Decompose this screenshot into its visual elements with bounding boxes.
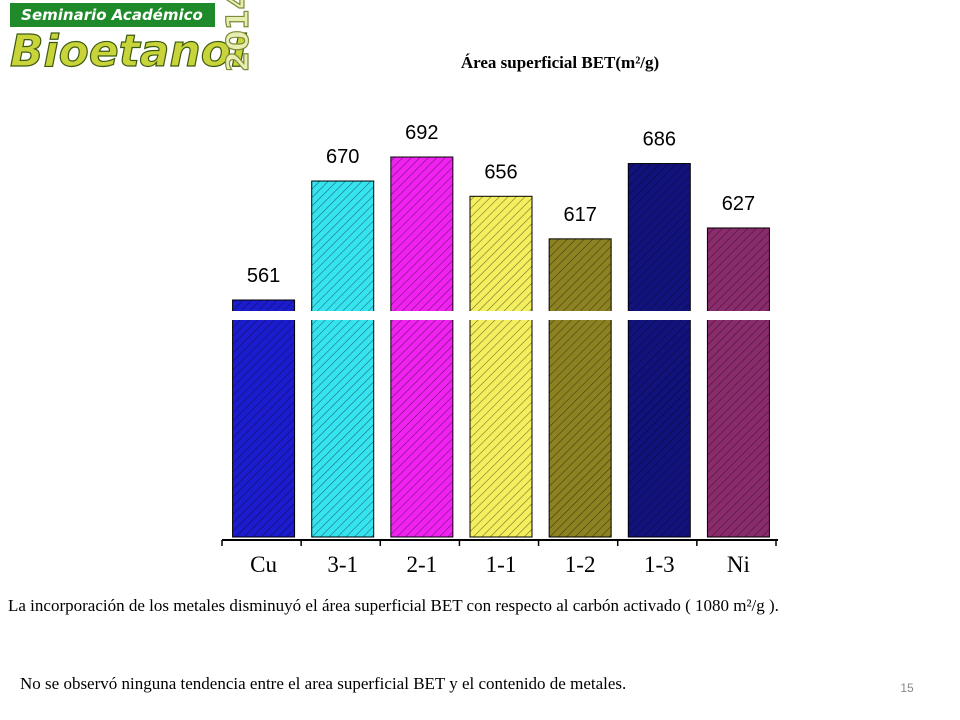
value-label: 692 [405,122,438,144]
x-tick-label: 2-1 [407,552,438,577]
hatch [549,238,612,537]
x-tick-label: Cu [250,552,277,577]
note: La incorporación de los metales disminuy… [8,596,779,615]
x-tick-label: 1-1 [486,552,517,577]
value-label: 656 [484,161,517,183]
hatch [232,300,295,537]
axis-break [216,311,786,320]
value-label: 686 [643,129,676,151]
note: No se observó ninguna tendencia entre el… [20,674,627,693]
logo: Bioetanol [10,26,247,77]
page-number: 15 [900,681,914,695]
value-label: 617 [563,204,596,226]
x-tick-label: Ni [727,552,750,577]
badge-bg [10,3,215,27]
hatch [628,163,691,537]
x-tick-label: 1-3 [644,552,675,577]
value-label: 627 [722,193,755,215]
hatch [470,196,532,537]
year: 2014 [221,0,256,72]
hatch [311,181,374,538]
value-label: 561 [247,265,280,287]
hatch [390,157,453,537]
chart-title: Área superficial BET(m²/g) [461,53,659,72]
x-tick-label: 3-1 [327,552,358,577]
hatch [707,227,770,537]
badge: Seminario Académico [21,6,203,24]
x-tick-label: 1-2 [565,552,596,577]
value-label: 670 [326,146,359,168]
